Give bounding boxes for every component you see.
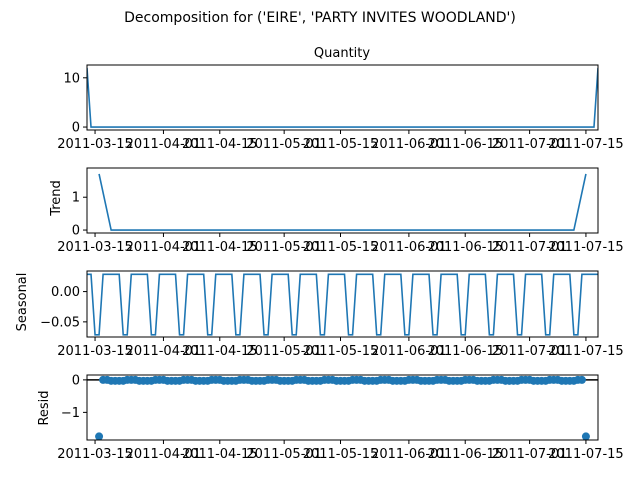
- panel-2-xtick-label-2011-05-15: 2011-05-15: [303, 240, 379, 255]
- panel-3-xtick-label-2011-07-01: 2011-07-01: [492, 344, 568, 359]
- panel-4-xtick-label-2011-06-15: 2011-06-15: [427, 447, 503, 462]
- panel-1-xtick-label-2011-05-01: 2011-05-01: [246, 137, 322, 152]
- panel-quantity: Quantity 2011-03-152011-04-012011-04-152…: [57, 46, 623, 152]
- panel-2-xtick-label-2011-03-15: 2011-03-15: [57, 240, 133, 255]
- panel-3-ytick-label-0: 0.00: [51, 285, 80, 300]
- panel-2-series-line: [98, 173, 587, 231]
- panel-3-series-line: [87, 273, 598, 336]
- panel-1-xtick-label-2011-07-01: 2011-07-01: [492, 137, 568, 152]
- panel-2-xtick-label-2011-04-01: 2011-04-01: [126, 240, 202, 255]
- panel-1-xtick-label-2011-03-15: 2011-03-15: [57, 137, 133, 152]
- panel-trend-plot: 2011-03-152011-04-012011-04-152011-05-01…: [57, 167, 624, 255]
- panel-4-xtick-label-2011-04-01: 2011-04-01: [126, 447, 202, 462]
- panel-1-xtick-label-2011-05-15: 2011-05-15: [303, 137, 379, 152]
- panel-3-xtick-label-2011-07-15: 2011-07-15: [548, 344, 624, 359]
- panel-4-xtick-label-2011-07-01: 2011-07-01: [492, 447, 568, 462]
- panel-4-point-2011-07-14: [577, 375, 586, 384]
- panel-4-xtick-label-2011-04-15: 2011-04-15: [182, 447, 258, 462]
- panel-3-xtick-label-2011-03-15: 2011-03-15: [57, 344, 133, 359]
- panel-3-axes-frame: [86, 270, 599, 338]
- panel-seasonal-ylabel: Seasonal: [15, 273, 30, 332]
- panel-3-xtick-label-2011-06-15: 2011-06-15: [427, 344, 503, 359]
- panel-1-series-line: [87, 67, 598, 128]
- panel-3-xtick-label-2011-05-15: 2011-05-15: [303, 344, 379, 359]
- panel-4-ytick-label-0: 0: [72, 373, 80, 388]
- panel-2-ytick-label-1: 1: [72, 191, 80, 206]
- panel-2-xtick-label-2011-06-01: 2011-06-01: [371, 240, 447, 255]
- panel-2-xtick-label-2011-05-01: 2011-05-01: [246, 240, 322, 255]
- panel-2-xtick-label-2011-06-15: 2011-06-15: [427, 240, 503, 255]
- panel-3-xtick-label-2011-06-01: 2011-06-01: [371, 344, 447, 359]
- panel-resid-plot: 2011-03-152011-04-012011-04-152011-05-01…: [57, 373, 623, 462]
- panel-trend-ylabel: Trend: [49, 180, 64, 217]
- panel-seasonal: Seasonal 2011-03-152011-04-012011-04-152…: [15, 270, 624, 359]
- panel-3-xtick-label-2011-05-01: 2011-05-01: [246, 344, 322, 359]
- panel-1-xtick-label-2011-04-15: 2011-04-15: [182, 137, 258, 152]
- panel-3-ytick-label-1: −0.05: [40, 315, 80, 330]
- panel-quantity-title: Quantity: [314, 46, 370, 61]
- panel-4-xtick-label-2011-05-15: 2011-05-15: [303, 447, 379, 462]
- panel-trend: Trend 2011-03-152011-04-012011-04-152011…: [49, 167, 624, 255]
- panel-4-xtick-label-2011-07-15: 2011-07-15: [548, 447, 624, 462]
- panel-4-xtick-label-2011-03-15: 2011-03-15: [57, 447, 133, 462]
- panel-1-ytick-label-0: 0: [72, 121, 80, 136]
- panel-2-ytick-label-0: 0: [72, 224, 80, 239]
- panel-1-xtick-label-2011-07-15: 2011-07-15: [548, 137, 624, 152]
- panel-1-xtick-label-2011-04-01: 2011-04-01: [126, 137, 202, 152]
- panel-3-xtick-label-2011-04-01: 2011-04-01: [126, 344, 202, 359]
- panel-quantity-plot: 2011-03-152011-04-012011-04-152011-05-01…: [57, 64, 624, 152]
- panel-seasonal-plot: 2011-03-152011-04-012011-04-152011-05-01…: [40, 270, 624, 359]
- panel-1-xtick-label-2011-06-01: 2011-06-01: [371, 137, 447, 152]
- panel-2-axes-frame: [86, 167, 599, 234]
- panel-4-xtick-label-2011-05-01: 2011-05-01: [246, 447, 322, 462]
- panel-2-xtick-label-2011-07-01: 2011-07-01: [492, 240, 568, 255]
- panel-4-ytick-label-1: −1: [61, 406, 80, 421]
- panel-resid-ylabel: Resid: [37, 390, 52, 425]
- panel-2-xtick-label-2011-07-15: 2011-07-15: [548, 240, 624, 255]
- panel-4-axes-frame: [86, 374, 599, 441]
- panel-2-xtick-label-2011-04-15: 2011-04-15: [182, 240, 258, 255]
- panel-4-xtick-label-2011-06-01: 2011-06-01: [371, 447, 447, 462]
- panel-1-xtick-label-2011-06-15: 2011-06-15: [427, 137, 503, 152]
- panel-1-axes-frame: [86, 64, 599, 131]
- figure-suptitle: Decomposition for ('EIRE', 'PARTY INVITE…: [124, 10, 516, 26]
- panel-resid: Resid 2011-03-152011-04-012011-04-152011…: [37, 373, 624, 462]
- panel-4-point-2011-07-15: [581, 432, 590, 441]
- panel-3-xtick-label-2011-04-15: 2011-04-15: [182, 344, 258, 359]
- panel-4-point-2011-03-16: [95, 432, 104, 441]
- panel-1-ytick-label-1: 10: [63, 71, 80, 86]
